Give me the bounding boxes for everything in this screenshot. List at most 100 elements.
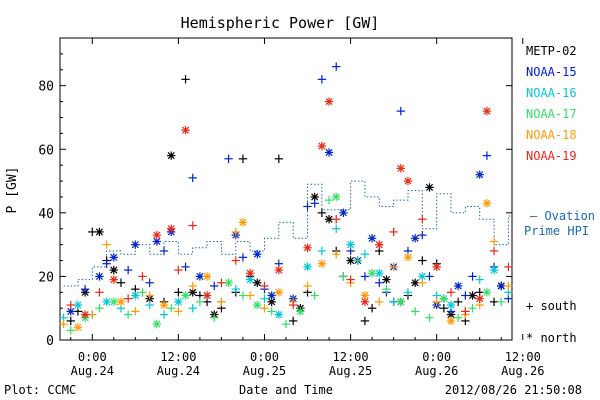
data-point [274,265,284,275]
data-point [238,291,248,300]
data-point [489,297,499,307]
data-point [360,272,370,281]
data-point [195,297,205,307]
data-point [389,297,398,307]
data-point [489,265,499,275]
data-point [80,310,90,319]
data-point [88,310,97,319]
data-point [253,249,262,259]
data-point [260,294,269,303]
x-tick-label-time: 0:00 [422,350,451,364]
y-tick-label: 80 [38,80,54,95]
data-point [202,291,212,300]
data-point [389,262,398,272]
x-tick-label-time: 12:00 [160,350,196,364]
data-point [324,97,334,106]
data-point [425,183,434,192]
data-point [159,300,169,310]
data-point [382,284,391,294]
data-point [296,307,305,316]
data-point [245,269,255,278]
data-point [174,297,183,307]
data-point [102,259,111,268]
marker-legend-north: * north [526,331,577,345]
data-point [274,310,284,319]
data-point [66,326,75,335]
x-tick-label-date: Aug.25 [243,364,286,378]
data-point [95,272,104,281]
data-point [231,256,240,265]
data-point [245,275,255,284]
data-point [482,151,492,160]
data-point [418,278,427,287]
data-point [332,192,341,202]
data-point [489,237,499,246]
data-point [346,240,355,249]
data-point [418,256,427,265]
data-point [181,291,190,300]
data-point [267,307,276,316]
data-point [389,227,398,237]
data-point [281,319,291,329]
data-point [138,272,147,281]
data-point [253,278,262,287]
data-point [375,240,384,249]
data-point [360,316,370,326]
marker-legend-south: + south [526,299,577,313]
data-point [489,246,499,256]
y-tick-label: 40 [38,207,54,222]
data-point [217,278,226,287]
data-point [181,125,190,135]
y-tick-label: 60 [38,143,54,158]
data-point [131,240,140,249]
data-point [475,294,484,303]
data-point [453,297,463,307]
data-point [418,215,427,224]
data-point [468,304,477,313]
data-point [102,297,111,307]
legend-entry: METP-02 [526,44,577,58]
data-point [303,262,312,272]
data-point [267,291,276,300]
y-tick-label: 0 [46,334,54,349]
data-point [181,262,190,272]
data-point [332,224,341,233]
data-point [73,323,83,332]
data-point [80,284,90,294]
data-point [504,281,513,291]
x-tick-label-time: 12:00 [333,350,369,364]
data-point [181,75,190,84]
y-tick-label: 20 [38,270,54,285]
data-point [123,265,133,275]
data-point [253,300,262,310]
data-point [231,284,240,294]
data-point [210,313,219,322]
data-point [167,151,176,160]
data-point [468,272,477,281]
data-point [238,253,248,262]
data-point [324,195,334,205]
data-point [245,291,255,300]
data-point [274,288,284,297]
data-point [116,278,126,287]
x-tick-label-time: 12:00 [505,350,541,364]
legend-entry: NOAA-18 [526,128,577,142]
data-point [461,307,470,316]
data-point [188,304,197,313]
data-point [475,170,484,179]
ovation-label-line2: Prime HPI [524,224,589,238]
data-point [432,297,441,307]
data-point [188,221,197,230]
data-point [453,313,463,322]
chart-title: Hemispheric Power [GW] [181,14,380,32]
data-point [288,316,298,326]
data-point [303,243,312,253]
data-point [461,291,470,300]
ovation-hpi-line [63,180,512,287]
legend-entry: NOAA-16 [526,86,577,100]
data-point [217,297,226,307]
data-point [324,148,334,157]
data-point [425,313,434,322]
data-point [59,319,68,329]
